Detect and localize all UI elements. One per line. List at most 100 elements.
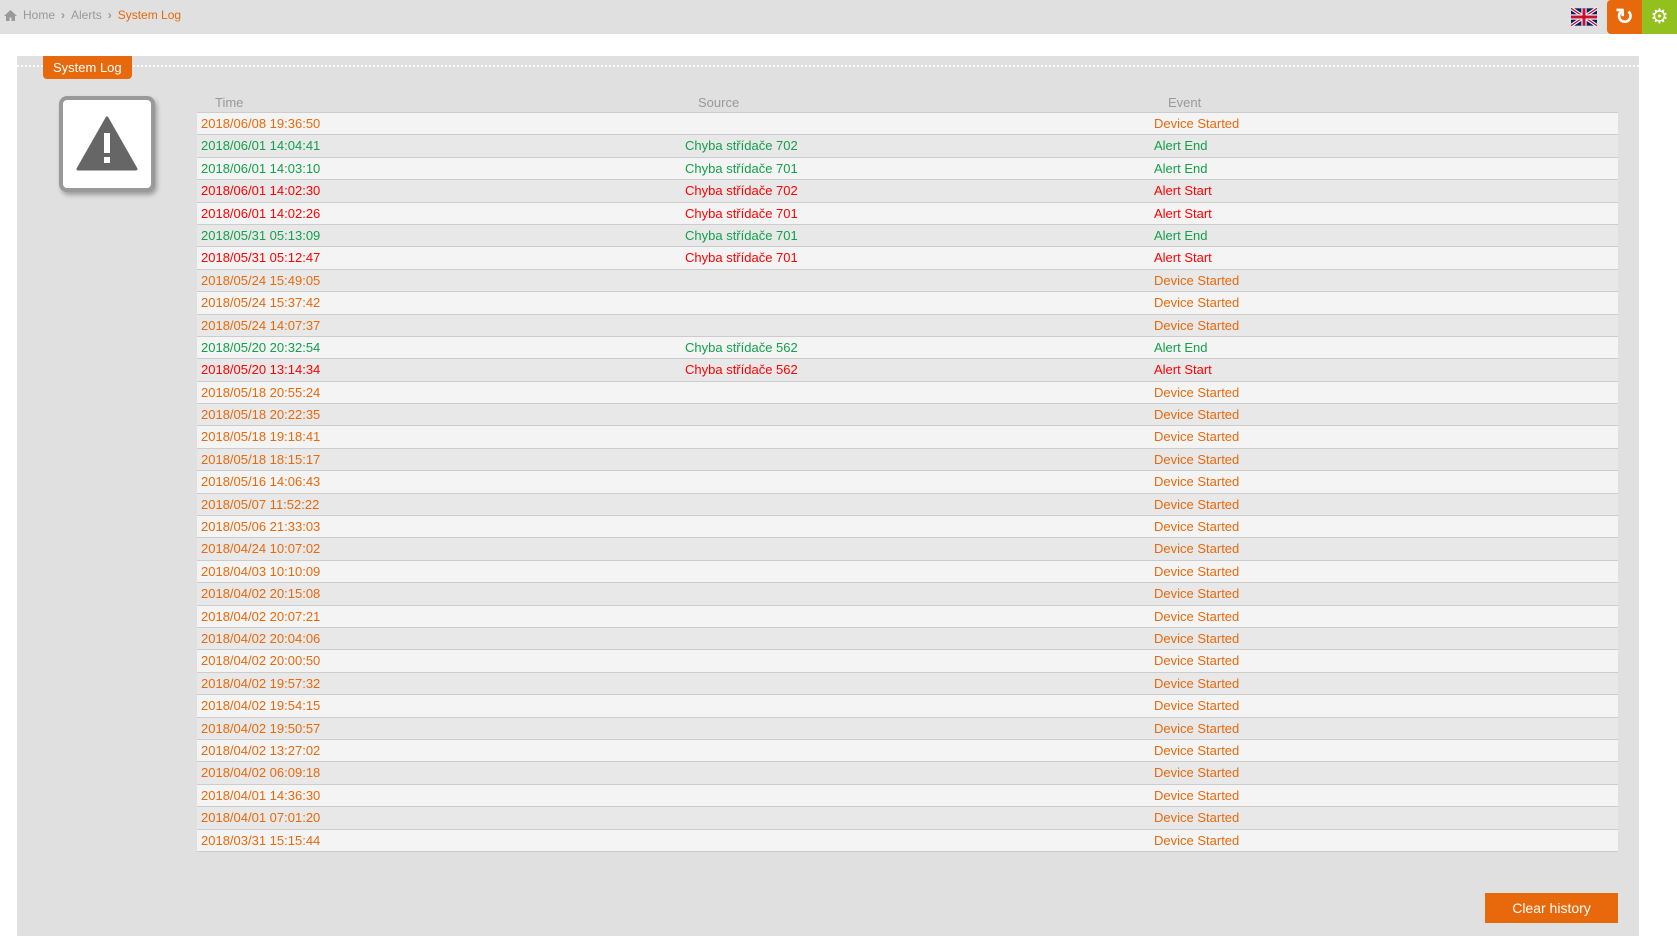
table-row: 2018/04/02 13:27:02 Device Started [197, 739, 1618, 763]
cell-event: Device Started [1154, 720, 1240, 736]
cell-time: 2018/04/02 20:15:08 [201, 586, 321, 602]
cell-source: Chyba střídače 702 [685, 138, 798, 154]
cell-time: 2018/05/18 18:15:17 [201, 451, 321, 467]
home-icon[interactable] [4, 9, 17, 21]
table-header: Time Source Event [197, 92, 1618, 113]
top-bar: Home › Alerts › System Log ↻ ⚙ [0, 0, 1677, 34]
cell-time: 2018/04/01 14:36:30 [201, 787, 321, 803]
uk-flag-icon[interactable] [1571, 5, 1597, 29]
cell-event: Device Started [1154, 787, 1240, 803]
table-row: 2018/05/24 15:37:42 Device Started [197, 292, 1618, 315]
cell-event: Device Started [1154, 608, 1240, 624]
table-row: 2018/06/01 14:03:10 Chyba střídače 701 Ale… [197, 157, 1618, 181]
cell-event: Device Started [1154, 295, 1240, 311]
cell-time: 2018/04/01 07:01:20 [201, 810, 321, 826]
table-row: 2018/05/18 20:22:35 Device Started [197, 404, 1618, 427]
divider [17, 65, 1639, 67]
cell-event: Device Started [1154, 407, 1240, 423]
cell-time: 2018/04/03 10:10:09 [201, 563, 321, 579]
cell-time: 2018/05/31 05:12:47 [201, 250, 321, 266]
header-event: Event [1168, 95, 1202, 110]
table-row: 2018/05/20 20:32:54 Chyba střídače 562 Ale… [197, 336, 1618, 360]
table-row: 2018/04/01 07:01:20 Device Started [197, 807, 1618, 830]
cell-time: 2018/04/24 10:07:02 [201, 541, 321, 557]
table-row: 2018/04/02 19:54:15 Device Started [197, 695, 1618, 718]
table-row: 2018/06/01 14:04:41 Chyba střídače 702 Ale… [197, 135, 1618, 158]
cell-event: Device Started [1154, 519, 1240, 535]
table-row: 2018/05/16 14:06:43 Device Started [197, 471, 1618, 494]
cell-source: Chyba střídače 701 [685, 250, 798, 266]
cell-time: 2018/06/01 14:03:10 [201, 160, 321, 176]
table-row: 2018/04/02 20:07:21 Device Started [197, 605, 1618, 628]
cell-event: Device Started [1154, 832, 1240, 848]
cell-time: 2018/04/02 19:54:15 [201, 698, 321, 714]
cell-time: 2018/04/02 20:04:06 [201, 630, 321, 646]
cell-event: Device Started [1154, 698, 1240, 714]
cell-time: 2018/05/18 20:22:35 [201, 407, 321, 423]
log-table: Time Source Event 2018/06/08 19:36:50 Dev… [197, 92, 1618, 852]
cell-time: 2018/05/18 20:55:24 [201, 384, 321, 400]
table-row: 2018/04/01 14:36:30 Device Started [197, 784, 1618, 808]
breadcrumb-alerts[interactable]: Alerts [71, 8, 102, 22]
cell-time: 2018/06/01 14:02:30 [201, 183, 321, 199]
breadcrumb-home[interactable]: Home [23, 8, 56, 22]
cell-time: 2018/05/16 14:06:43 [201, 474, 321, 490]
cell-event: Device Started [1154, 653, 1240, 669]
cell-time: 2018/05/18 19:18:41 [201, 429, 321, 445]
cell-time: 2018/03/31 15:15:44 [201, 832, 321, 848]
table-row: 2018/04/24 10:07:02 Device Started [197, 538, 1618, 561]
table-row: 2018/05/07 11:52:22 Device Started [197, 493, 1618, 517]
cell-time: 2018/05/24 14:07:37 [201, 317, 321, 333]
cell-event: Device Started [1154, 563, 1240, 579]
cell-source: Chyba střídače 701 [685, 205, 798, 221]
cell-event: Device Started [1154, 496, 1240, 512]
table-row: 2018/04/02 19:50:57 Device Started [197, 717, 1618, 740]
cell-time: 2018/05/24 15:37:42 [201, 295, 321, 311]
cell-event: Alert Start [1154, 362, 1212, 378]
table-row: 2018/05/18 20:55:24 Device Started [197, 381, 1618, 405]
cell-event: Device Started [1154, 384, 1240, 400]
table-row: 2018/04/02 20:15:08 Device Started [197, 583, 1618, 606]
cell-event: Device Started [1154, 742, 1240, 758]
cell-time: 2018/06/08 19:36:50 [201, 116, 321, 131]
cell-source: Chyba střídače 562 [685, 362, 798, 378]
cell-event: Alert End [1154, 339, 1208, 355]
header-time: Time [215, 95, 244, 110]
table-row: 2018/05/06 21:33:03 Device Started [197, 516, 1618, 539]
cell-event: Device Started [1154, 586, 1240, 602]
table-row: 2018/04/02 19:57:32 Device Started [197, 672, 1618, 696]
cell-time: 2018/05/06 21:33:03 [201, 519, 321, 535]
panel-title: System Log [43, 56, 132, 79]
cell-event: Device Started [1154, 810, 1240, 826]
table-row: 2018/05/24 14:07:37 Device Started [197, 314, 1618, 337]
cell-time: 2018/05/31 05:13:09 [201, 227, 321, 243]
cell-event: Device Started [1154, 116, 1240, 131]
cell-event: Device Started [1154, 429, 1240, 445]
cell-source: Chyba střídače 701 [685, 227, 798, 243]
cell-time: 2018/04/02 06:09:18 [201, 765, 321, 781]
cell-event: Alert Start [1154, 250, 1212, 266]
cell-time: 2018/06/01 14:02:26 [201, 205, 321, 221]
warning-icon-box [59, 96, 155, 192]
breadcrumb-current: System Log [117, 8, 182, 22]
cell-event: Device Started [1154, 630, 1240, 646]
refresh-button[interactable]: ↻ [1607, 0, 1642, 34]
table-row: 2018/03/31 15:15:44 Device Started [197, 829, 1618, 852]
cell-time: 2018/06/01 14:04:41 [201, 138, 321, 154]
settings-button[interactable]: ⚙ [1642, 0, 1677, 34]
header-source: Source [698, 95, 740, 110]
table-row: 2018/05/18 19:18:41 Device Started [197, 426, 1618, 449]
clear-history-button[interactable]: Clear history [1485, 893, 1618, 923]
chevron-right-icon: › [107, 8, 112, 22]
cell-source: Chyba střídače 702 [685, 183, 798, 199]
cell-source: Chyba střídače 562 [685, 339, 798, 355]
cell-time: 2018/04/02 19:57:32 [201, 675, 321, 691]
cell-time: 2018/05/24 15:49:05 [201, 272, 321, 288]
cell-event: Alert End [1154, 138, 1208, 154]
cell-event: Device Started [1154, 451, 1240, 467]
cell-time: 2018/04/02 19:50:57 [201, 720, 321, 736]
table-row: 2018/06/01 14:02:30 Chyba střídače 702 Ale… [197, 180, 1618, 203]
table-row: 2018/04/03 10:10:09 Device Started [197, 560, 1618, 584]
refresh-icon: ↻ [1615, 4, 1634, 29]
table-body: 2018/06/08 19:36:50 Device Started 2018/06… [197, 113, 1618, 852]
